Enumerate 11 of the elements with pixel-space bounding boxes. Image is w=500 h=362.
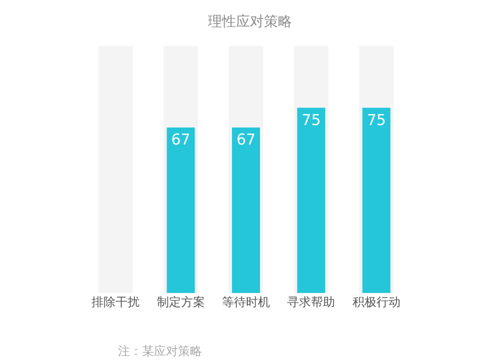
data-label: 67 — [236, 130, 256, 149]
data-label: 75 — [302, 110, 321, 129]
x-tick-label: 排除干扰 — [92, 295, 140, 309]
chart-title: 理性应对策略 — [208, 14, 292, 30]
data-label: 67 — [171, 130, 190, 149]
x-tick-label: 寻求帮助 — [287, 295, 336, 309]
data-label: 75 — [366, 110, 386, 129]
x-tick-label: 制定方案 — [156, 295, 205, 309]
x-tick-label: 积极行动 — [352, 295, 400, 309]
x-tick-label: 等待时机 — [222, 295, 270, 309]
text: 注：某应对策略 — [118, 344, 202, 358]
